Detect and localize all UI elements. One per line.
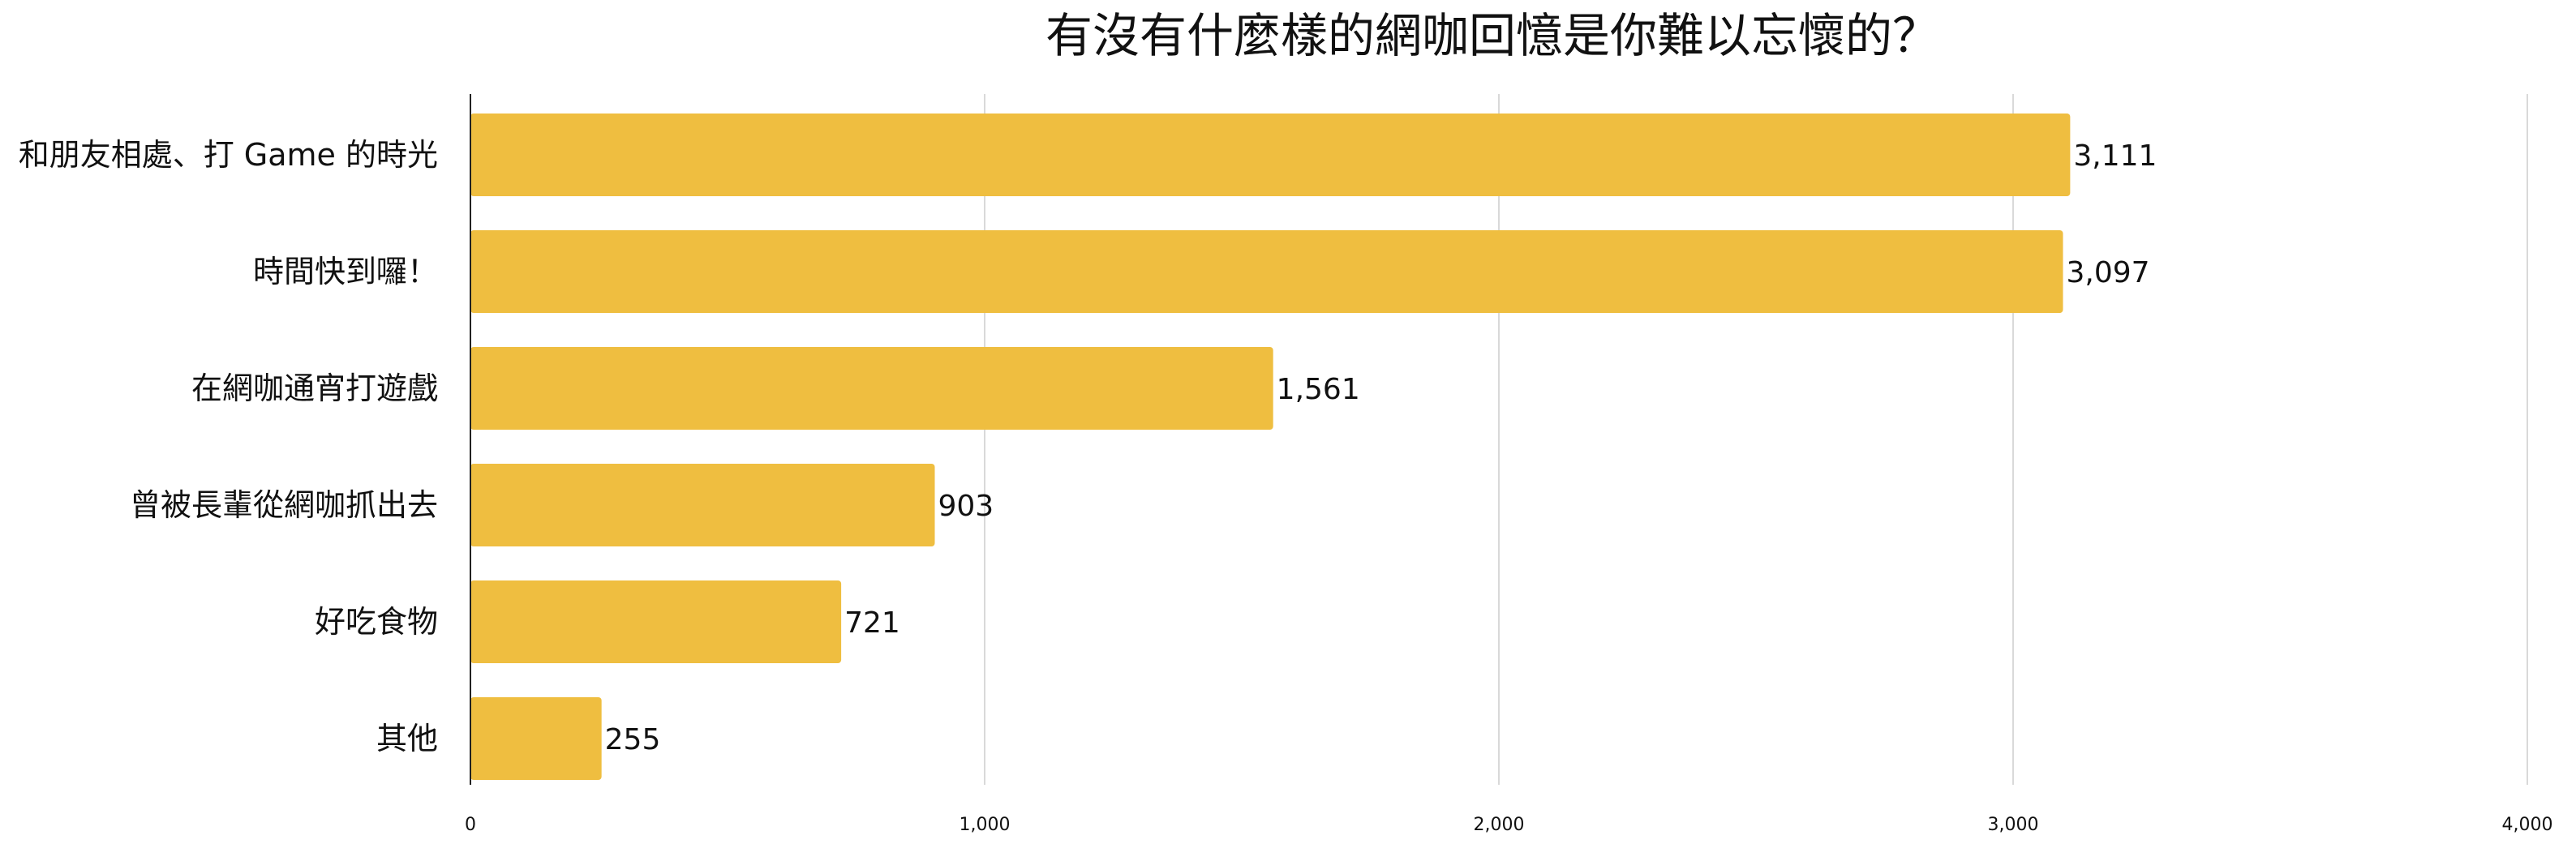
value-label-1: 3,097 — [2066, 256, 2149, 289]
bars — [470, 114, 2071, 780]
x-tick-labels: 0 1,000 2,000 3,000 4,000 — [465, 815, 2552, 835]
gridlines — [984, 94, 2528, 785]
value-label-4: 721 — [844, 606, 900, 640]
category-label-2: 在網咖通宵打遊戲 — [191, 371, 438, 406]
category-label-4: 好吃食物 — [315, 604, 438, 640]
x-tick-label-4: 4,000 — [2502, 815, 2553, 835]
value-labels: 3,111 3,097 1,561 903 721 255 — [605, 139, 2157, 756]
bar-1 — [470, 230, 2063, 313]
value-label-5: 255 — [605, 723, 661, 756]
x-tick-label-1: 1,000 — [960, 815, 1011, 835]
x-tick-label-3: 3,000 — [1988, 815, 2039, 835]
bar-3 — [470, 464, 935, 546]
bar-4 — [470, 580, 842, 663]
bar-5 — [470, 697, 602, 780]
category-label-5: 其他 — [376, 721, 438, 756]
bar-0 — [470, 114, 2071, 196]
value-label-0: 3,111 — [2073, 139, 2157, 173]
x-tick-label-0: 0 — [465, 815, 476, 835]
value-label-2: 1,561 — [1277, 373, 1360, 406]
x-tick-label-2: 2,000 — [1474, 815, 1525, 835]
chart-title: 有沒有什麼樣的網咖回憶是你難以忘懷的？ — [1045, 8, 1939, 63]
category-label-1: 時間快到囉！ — [253, 254, 438, 289]
bar-2 — [470, 347, 1273, 430]
category-label-3: 曾被長輩從網咖抓出去 — [130, 487, 438, 523]
value-label-3: 903 — [938, 490, 994, 523]
category-label-0: 和朋友相處、打 Game 的時光 — [19, 137, 438, 173]
